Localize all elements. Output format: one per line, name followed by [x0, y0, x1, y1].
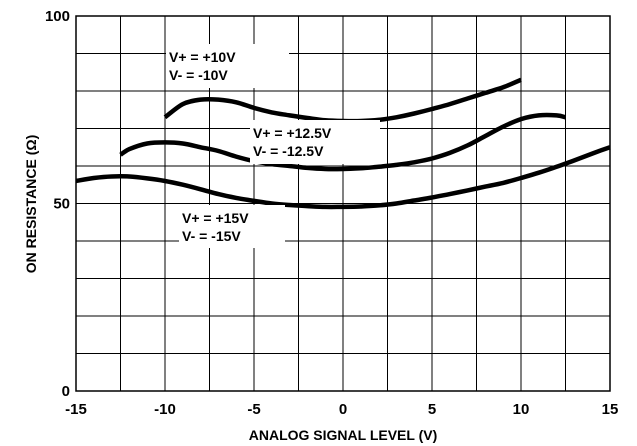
y-tick-label: 0	[62, 383, 70, 400]
series-label-line: V- = -12.5V	[253, 143, 324, 159]
series-label-background	[166, 44, 289, 88]
plot-frame	[75, 15, 611, 392]
x-tick-label: 10	[513, 401, 530, 418]
series-label-line: V- = -15V	[182, 228, 241, 244]
series-label-background	[179, 205, 285, 248]
y-axis-title: ON RESISTANCE (Ω)	[23, 135, 39, 274]
series-label-background	[250, 120, 380, 164]
x-tick-label: 0	[339, 401, 347, 418]
y-tick-labels: 0 50 100	[45, 8, 70, 400]
x-tick-label: -10	[154, 401, 176, 418]
x-tick-label: -5	[247, 401, 260, 418]
series-label-line: V+ = +15V	[182, 210, 249, 226]
series-label-line: V- = -10V	[169, 67, 228, 83]
series-label-line: V+ = +10V	[169, 49, 236, 65]
y-tick-label: 50	[53, 196, 70, 213]
series-label-line: V+ = +12.5V	[253, 125, 332, 141]
x-tick-label: 5	[428, 401, 436, 418]
x-tick-labels: -15 -10 -5 0 5 10 15	[65, 401, 618, 418]
x-tick-label: -15	[65, 401, 87, 418]
y-tick-label: 100	[45, 8, 70, 25]
series-curve-2	[119, 112, 567, 172]
x-tick-label: 15	[602, 401, 619, 418]
x-axis-title: ANALOG SIGNAL LEVEL (V)	[249, 427, 438, 443]
series-curve-3	[75, 145, 611, 210]
series-labels: V+ = +10V V- = -10V V+ = +12.5V V- = -12.5V…	[166, 44, 380, 248]
